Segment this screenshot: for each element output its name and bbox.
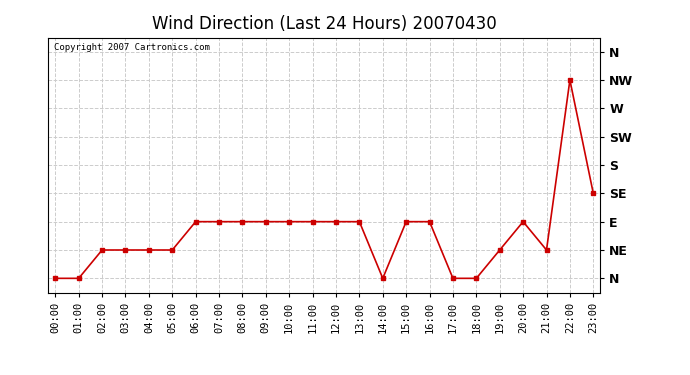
Text: Copyright 2007 Cartronics.com: Copyright 2007 Cartronics.com <box>54 43 210 52</box>
Text: Wind Direction (Last 24 Hours) 20070430: Wind Direction (Last 24 Hours) 20070430 <box>152 15 497 33</box>
